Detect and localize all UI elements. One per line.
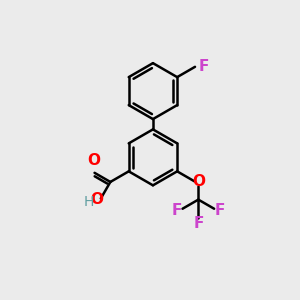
Text: F: F [199,59,209,74]
Text: O: O [91,193,103,208]
Text: F: F [214,203,225,218]
Text: F: F [193,216,203,231]
Text: F: F [172,203,182,218]
Text: O: O [192,174,205,189]
Text: O: O [88,152,100,167]
Text: H: H [83,195,94,209]
